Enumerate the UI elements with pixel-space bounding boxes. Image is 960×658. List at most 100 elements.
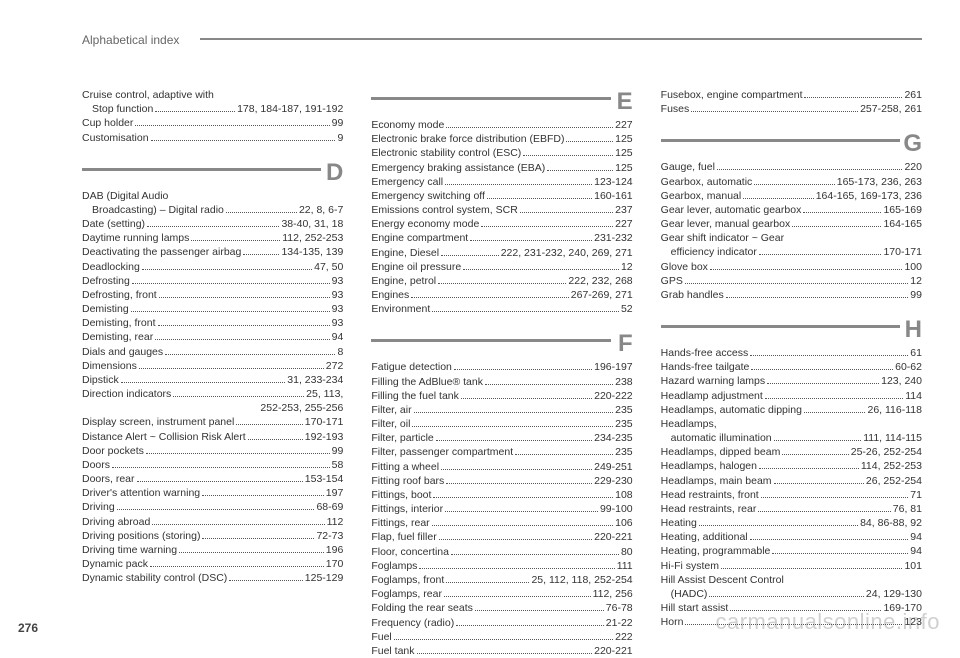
index-entry-pages: 123, 240 — [881, 374, 922, 388]
index-entry-label: Daytime running lamps — [82, 231, 189, 245]
index-entry-pages: 84, 86-88, 92 — [860, 516, 922, 530]
index-entry-label: Driving abroad — [82, 515, 150, 529]
index-entry: Fuel222 — [371, 630, 632, 644]
index-entry: Gear lever, automatic gearbox165-169 — [661, 203, 922, 217]
index-entry: Filter, air235 — [371, 403, 632, 417]
index-entry-pages: 231-232 — [594, 231, 633, 245]
index-entry-label: Door pockets — [82, 444, 144, 458]
leader-dots — [146, 453, 330, 454]
index-entry-pages: 94 — [910, 544, 922, 558]
index-entry-pages: 93 — [332, 288, 344, 302]
index-entry-pages: 134-135, 139 — [281, 245, 343, 259]
index-entry-label: Flap, fuel filler — [371, 530, 436, 544]
index-entry-label: Dynamic pack — [82, 557, 148, 571]
index-entry-label: Frequency (radio) — [371, 616, 454, 630]
index-entry: Gear lever, manual gearbox164-165 — [661, 217, 922, 231]
header-rule — [200, 38, 922, 40]
leader-dots — [726, 297, 909, 298]
index-entry: Direction indicators25, 113, — [82, 387, 343, 401]
leader-dots — [691, 111, 858, 112]
index-entry: Demisting, front93 — [82, 316, 343, 330]
index-entry-pages: 197 — [326, 486, 344, 500]
index-entry-label: Emergency braking assistance (EBA) — [371, 161, 545, 175]
leader-dots — [685, 624, 902, 625]
index-entry: Headlamps, automatic dipping26, 116-118 — [661, 403, 922, 417]
index-entry-pages: 99 — [910, 288, 922, 302]
index-entry-pages: 164-165, 169-173, 236 — [816, 189, 922, 203]
index-entry: Emissions control system, SCR237 — [371, 203, 632, 217]
index-entry-pages: 169-170 — [883, 601, 922, 615]
index-entry-label: Driving positions (storing) — [82, 529, 200, 543]
leader-dots — [135, 125, 329, 126]
index-entry: Flap, fuel filler220-221 — [371, 530, 632, 544]
leader-dots — [412, 426, 613, 427]
index-entry-label: Driving time warning — [82, 543, 177, 557]
index-entry-pages: 125 — [615, 146, 633, 160]
index-entry-pages: 94 — [332, 330, 344, 344]
index-entry-label: Hands-free access — [661, 346, 749, 360]
index-entry: Gearbox, manual164-165, 169-173, 236 — [661, 189, 922, 203]
index-entry-label: Cruise control, adaptive with — [82, 88, 214, 102]
leader-dots — [523, 155, 613, 156]
index-entry-label: Head restraints, rear — [661, 502, 757, 516]
index-entry: Frequency (radio)21-22 — [371, 616, 632, 630]
index-entry-label: Doors — [82, 458, 110, 472]
leader-dots — [792, 226, 881, 227]
index-entry-pages: 9 — [337, 131, 343, 145]
leader-dots — [117, 509, 315, 510]
index-entry-pages: 25, 113, — [306, 387, 343, 401]
index-entry-label: Gauge, fuel — [661, 160, 715, 174]
leader-dots — [759, 254, 882, 255]
index-entry-pages: 94 — [910, 530, 922, 544]
leader-dots — [179, 552, 324, 553]
index-entry-label: Economy mode — [371, 118, 444, 132]
index-entry: Hands-free access61 — [661, 346, 922, 360]
leader-dots — [417, 653, 593, 654]
index-entry-pages: 165-173, 236, 263 — [837, 175, 922, 189]
leader-dots — [121, 382, 286, 383]
index-entry-pages: 114, 252-253 — [861, 459, 922, 473]
leader-dots — [765, 398, 903, 399]
leader-dots — [438, 283, 566, 284]
index-columns: Cruise control, adaptive withStop functi… — [82, 88, 922, 599]
index-entry-label: Fuel tank — [371, 644, 414, 658]
leader-dots — [432, 525, 613, 526]
index-entry-label: Fittings, boot — [371, 488, 431, 502]
index-entry: Fusebox, engine compartment261 — [661, 88, 922, 102]
index-entry-label: Demisting, rear — [82, 330, 153, 344]
index-entry-label: Engine oil pressure — [371, 260, 461, 274]
index-entry-label: Grab handles — [661, 288, 724, 302]
index-entry-label: Engine, petrol — [371, 274, 436, 288]
index-entry: Customisation9 — [82, 131, 343, 145]
index-entry-label: Gear lever, manual gearbox — [661, 217, 791, 231]
index-entry-pages: 170-171 — [305, 415, 344, 429]
index-entry-label: Heating, additional — [661, 530, 748, 544]
index-entry-pages: 112, 256 — [593, 587, 633, 601]
index-entry-label: Hi-Fi system — [661, 559, 719, 573]
index-entry-label: Defrosting, front — [82, 288, 157, 302]
index-entry-pages: 257-258, 261 — [860, 102, 922, 116]
index-entry-pages: 76, 81 — [893, 502, 922, 516]
index-entry-label: Filter, oil — [371, 417, 410, 431]
index-entry-label: Environment — [371, 302, 430, 316]
index-entry: Foglamps, rear112, 256 — [371, 587, 632, 601]
index-entry-pages: 272 — [326, 359, 344, 373]
leader-dots — [394, 639, 613, 640]
index-entry-pages: 196-197 — [594, 360, 633, 374]
leader-dots — [481, 226, 613, 227]
index-entry-label: Dynamic stability control (DSC) — [82, 571, 227, 585]
leader-dots — [685, 283, 908, 284]
index-entry: Fitting roof bars229-230 — [371, 474, 632, 488]
index-entry-label: Deadlocking — [82, 260, 140, 274]
index-column: Cruise control, adaptive withStop functi… — [82, 88, 343, 599]
leader-dots — [566, 141, 613, 142]
section-rule — [661, 325, 900, 328]
index-entry-pages: 22, 8, 6-7 — [299, 203, 343, 217]
index-entry: Deactivating the passenger airbag134-135… — [82, 245, 343, 259]
leader-dots — [158, 325, 330, 326]
leader-dots — [229, 580, 302, 581]
leader-dots — [445, 184, 592, 185]
index-entry: Filter, particle234-235 — [371, 431, 632, 445]
index-entry-pages: 111 — [617, 559, 633, 573]
index-section: Fusebox, engine compartment261Fuses257-2… — [661, 88, 922, 116]
